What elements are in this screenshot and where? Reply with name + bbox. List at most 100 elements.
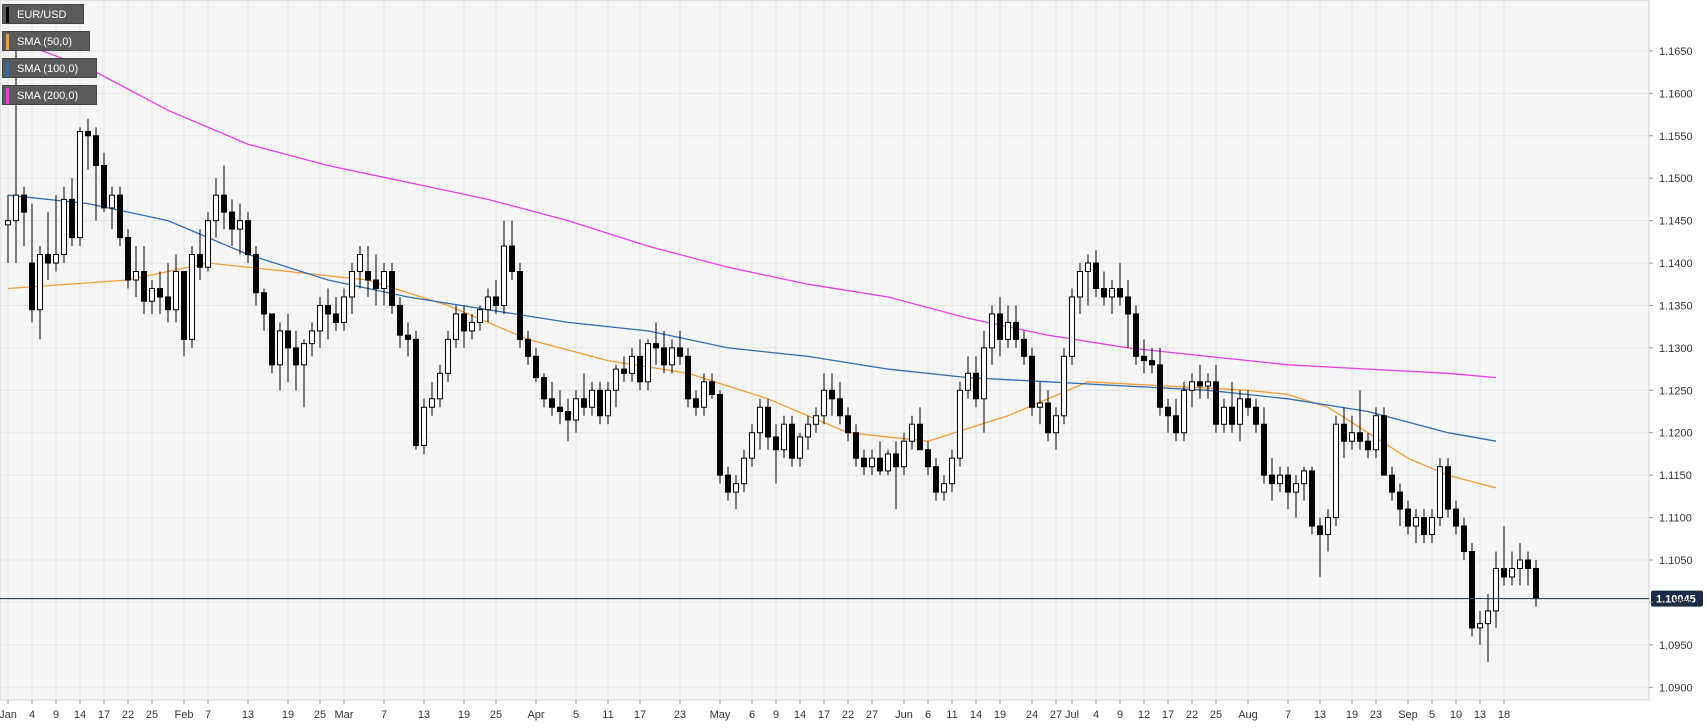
candle — [77, 127, 83, 247]
x-tick-label: 17 — [1162, 709, 1174, 721]
candle-body-down — [1101, 287, 1107, 298]
candle-body-down — [165, 296, 171, 311]
legend-swatch-eurusd — [6, 7, 9, 23]
y-tick-label: 1.1400 — [1659, 258, 1693, 270]
y-tick-label: 1.1250 — [1659, 385, 1693, 397]
candle-body-down — [405, 334, 411, 340]
candle — [317, 296, 323, 348]
candle — [93, 127, 99, 221]
x-tick-label: 17 — [634, 709, 646, 721]
candle — [1285, 466, 1291, 510]
candle-body-down — [677, 347, 683, 357]
candle-body-up — [669, 347, 675, 366]
candle-body-down — [1405, 508, 1411, 527]
candle — [901, 432, 907, 476]
candle-body-up — [1181, 389, 1187, 434]
x-tick-label: 11 — [946, 709, 957, 721]
candle-body-down — [517, 271, 523, 340]
candle-body-up — [1509, 567, 1515, 578]
candle-body-down — [877, 457, 883, 472]
candle-body-down — [1445, 466, 1451, 510]
candle-body-up — [701, 381, 707, 408]
candle — [229, 199, 235, 247]
candle — [1317, 517, 1323, 577]
candle — [1445, 458, 1451, 518]
candle — [1269, 458, 1275, 501]
candle — [389, 263, 395, 314]
candle — [1109, 280, 1115, 314]
candle-body-down — [1469, 551, 1475, 629]
candle-body-down — [1117, 287, 1123, 298]
candle — [1197, 364, 1203, 399]
x-tick-label: 9 — [1117, 709, 1123, 721]
legend-item-eurusd[interactable]: EUR/USD — [2, 4, 84, 24]
candle-body-down — [1501, 567, 1507, 578]
x-tick-label: 4 — [1093, 709, 1099, 721]
y-tick-label: 1.1300 — [1659, 343, 1693, 355]
candle — [1037, 381, 1043, 425]
candle-body-up — [1517, 559, 1523, 569]
candle-body-down — [893, 453, 899, 468]
y-tick-label: 1.1500 — [1659, 173, 1693, 185]
candle — [541, 373, 547, 408]
candle — [117, 186, 123, 247]
x-tick-label: 25 — [314, 709, 326, 721]
candle — [1437, 458, 1443, 527]
x-tick-label: 22 — [1186, 709, 1198, 721]
x-tick-label: 27 — [866, 709, 878, 721]
candle-body-up — [613, 368, 619, 391]
candle — [29, 203, 35, 323]
candle — [693, 390, 699, 416]
candle — [1373, 407, 1379, 459]
candle-body-down — [69, 198, 75, 239]
candle-body-up — [805, 423, 811, 438]
x-tick-label: 7 — [381, 709, 387, 721]
candle-body-up — [357, 254, 363, 273]
x-tick-label: 9 — [53, 709, 59, 721]
candle-body-down — [1213, 381, 1219, 425]
candle-body-down — [509, 245, 515, 273]
candle-body-up — [1221, 406, 1227, 425]
candle — [1421, 509, 1427, 544]
candle-body-up — [1277, 474, 1283, 485]
candle — [461, 305, 467, 348]
candle — [917, 407, 923, 451]
candle-body-down — [1093, 262, 1099, 289]
candle-body-down — [1013, 321, 1019, 340]
candle-body-down — [21, 194, 27, 213]
x-tick-label: Aug — [1238, 709, 1258, 721]
candle-body-down — [1269, 474, 1275, 485]
candle-body-down — [789, 423, 795, 459]
candle-body-down — [685, 355, 691, 400]
candle — [621, 356, 627, 382]
legend-item-sma-50[interactable]: SMA (50,0) — [2, 31, 90, 51]
legend-item-sma-200[interactable]: SMA (200,0) — [2, 85, 97, 105]
candle — [1221, 398, 1227, 433]
candle — [509, 220, 515, 280]
candle — [1357, 390, 1363, 450]
candle — [973, 356, 979, 408]
candle — [197, 229, 203, 280]
candle-body-down — [293, 347, 299, 366]
candle — [1085, 254, 1091, 306]
candle-body-down — [253, 254, 259, 294]
candle — [589, 381, 595, 416]
candle — [1245, 390, 1251, 416]
candle — [301, 339, 307, 408]
candle-body-up — [1005, 321, 1011, 340]
candle — [909, 415, 915, 450]
candle-body-up — [13, 194, 19, 222]
candle — [845, 407, 851, 442]
candle — [749, 424, 755, 467]
candle-body-down — [1525, 559, 1531, 569]
x-tick-label: Sep — [1398, 709, 1418, 721]
candle — [949, 449, 955, 493]
candle-body-down — [1229, 406, 1235, 425]
legend-label-sma-200: SMA (200,0) — [17, 90, 79, 102]
candle-body-up — [869, 457, 875, 468]
candle — [581, 373, 587, 416]
candle-body-down — [1197, 381, 1203, 387]
candle-body-down — [693, 398, 699, 408]
x-tick-label: 5 — [1429, 709, 1435, 721]
legend-item-sma-100[interactable]: SMA (100,0) — [2, 58, 97, 78]
